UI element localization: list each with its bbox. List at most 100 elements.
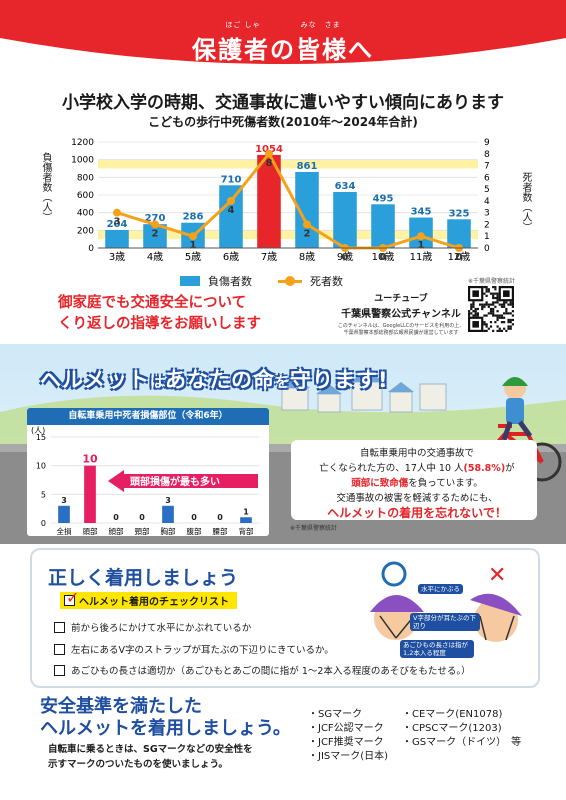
qr-module [470,307,473,311]
checklist-item[interactable]: 前から後ろにかけて水平にかぶれているか [54,620,251,634]
standards-desc-line: 示すマークのついたものを使いましょう。 [48,759,228,770]
qr-module [483,292,486,295]
x-tick-label: 3歳 [109,251,125,263]
qr-module [474,312,477,315]
qr-module [511,303,514,306]
banner-ruby: ほご しゃ みな さま [225,21,341,29]
marks-list-right: ・CEマーク(EN1078) ・CPSCマーク(1203) ・GSマーク（ドイツ… [402,708,521,750]
checkbox[interactable] [54,621,65,633]
qr-module [468,312,471,315]
qr-code-icon[interactable] [468,286,514,332]
y-tick-label: 1000 [71,156,94,166]
youtube-note: このチャンネルは、GoogleLLCのサービスを利用の上、 千葉県警察本部総務部… [336,323,466,337]
diagram-note: 水平にかぶる [418,584,463,594]
qr-module [492,303,495,306]
checklist-item[interactable]: あごひもの長さは適切か（あごひもとあごの間に指が 1～2本入る程度のあそびをもた… [54,663,471,677]
qr-module [511,301,514,304]
qr-module [472,301,475,304]
bar [257,154,281,248]
deaths-data-label: 3 [114,217,121,228]
info-line: 自転車乗用中の交通事故で [359,448,474,459]
qr-module [503,301,506,304]
qr-module [489,303,493,306]
standards-desc-line: 自転車に乗るときは、SGマークなどの安全性を [48,744,253,755]
grid-band [98,159,478,169]
qr-module [483,323,486,326]
info-text: 自転車乗用中の交通事故で 亡くなられた方の、17人中 10 人(58.8%)が … [301,446,533,521]
info-line-text: を負っています。 [408,478,483,489]
y-tick-label: 200 [77,226,94,236]
qr-module [492,314,495,317]
legend-label-deaths: 死者数 [310,275,343,288]
header-banner [0,0,566,78]
y-axis-label: 負傷者数（人） [40,152,51,222]
bar-data-label: 634 [335,181,356,192]
qr-module [483,329,486,332]
helmet-headline-e: 守ります! [290,368,389,392]
x-tick-label: 9歳 [337,251,353,263]
qr-module [498,327,501,330]
qr-module [483,305,486,308]
qr-module [494,286,497,289]
qr-module [496,299,499,302]
qr-module [474,314,477,317]
chart-title: こどもの歩行中死傷者数(2010年～2024年合計) [148,115,418,129]
legend-swatch-deaths [278,275,302,286]
headline: 小学校入学の時期、交通事故に遭いやすい傾向にあります [62,93,504,113]
deaths-data-label: 2 [304,228,311,239]
y-tick-label: 600 [77,191,94,201]
checkbox-checked[interactable]: ✓ [64,590,79,606]
checklist-item-text: あごひもの長さは適切か（あごひもとあごの間に指が 1～2本入る程度のあそびをもた… [71,666,471,677]
qr-module [492,301,495,304]
qr-module [496,301,499,304]
qr-module [483,286,486,289]
check-icon: ✓ [66,588,80,607]
qr-finder [498,286,514,302]
checkbox[interactable] [54,664,65,676]
qr-module [494,296,497,300]
qr-module [509,327,512,330]
qr-module [476,307,479,311]
qr-module [487,312,490,315]
chart-source: ※千葉県警察統計 [468,278,516,285]
bar-data-label: 0 [139,513,145,522]
qr-module [489,321,493,324]
injury-site-source: ※千葉県警察統計 [290,525,338,532]
x-tick-label: 5歳 [185,251,201,263]
qr-module [485,323,488,326]
y-tick-label: 15 [36,433,46,442]
x-tick-label: 顔部 [109,526,124,536]
qr-module [470,312,473,315]
youtube-channel-name[interactable]: 千葉県警察公式チャンネル [341,309,461,320]
qr-module [505,329,508,332]
y2-tick-label: 8 [484,150,490,160]
qr-module [468,314,471,317]
deaths-data-label: 2 [152,228,159,239]
circle-icon [381,561,407,587]
bar-data-label: 0 [217,513,223,522]
cross-icon: ✕ [488,563,506,588]
bar-data-label: 286 [183,212,204,223]
qr-module [492,296,495,300]
qr-module [511,323,514,326]
bar-data-label: 861 [297,161,318,172]
head-injury-label: 頭部損傷が最も多い [130,477,220,488]
checklist-item[interactable]: 左右にあるV字のストラップが耳たぶの下辺りにきているか。 [54,642,334,656]
deaths-point [303,220,311,229]
qr-module [494,314,497,317]
qr-module [470,305,473,308]
info-box [291,440,537,520]
mark-item: ・CPSCマーク(1203) [402,723,502,734]
info-line: 頭部に致命傷を負っています。 交通事故の被害を軽減するためにも、 [301,476,533,506]
chart-legend: 負傷者数 死者数 [180,273,343,289]
qr-module [489,310,493,313]
qr-module [500,305,504,308]
qr-module [507,327,510,330]
injury-chart: 02004006008001000120001234567892043歳2704… [71,138,490,263]
qr-module [505,310,508,313]
appeal-text: 御家庭でも交通安全について くり返しの指導をお願いします [58,293,261,335]
x-tick-label: 12歳 [448,251,471,263]
standards-desc: 自転車に乗るときは、SGマークなどの安全性を 示すマークのついたものを使いましょ… [48,742,253,772]
standards-title: 安全基準を満たした ヘルメットを着用しましょう。 [40,696,291,740]
checkbox[interactable] [54,643,65,655]
